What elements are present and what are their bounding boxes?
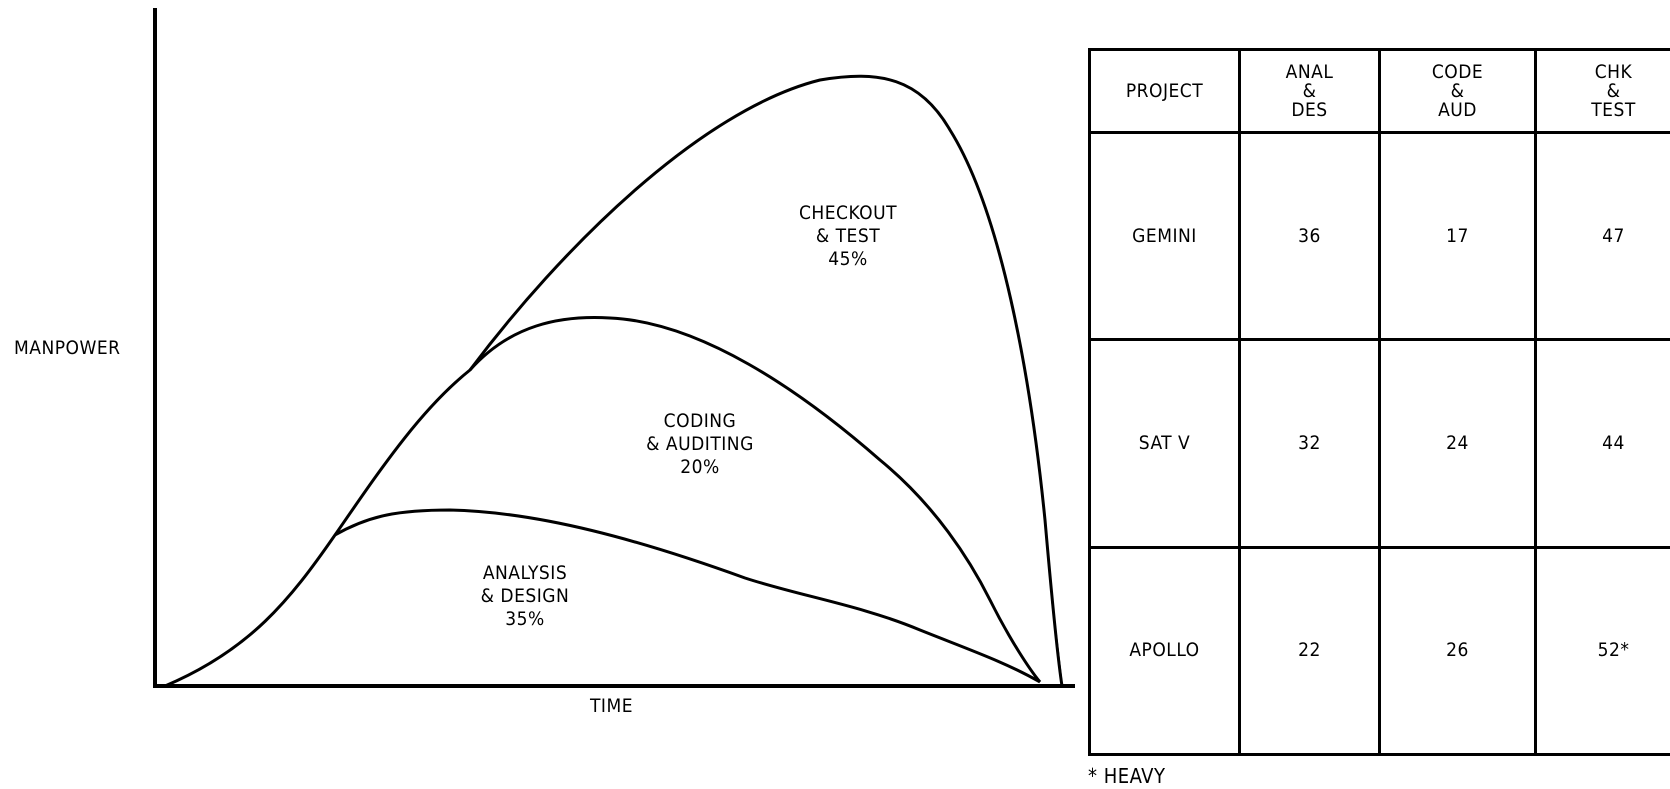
header-line: CHK bbox=[1594, 60, 1633, 83]
phase-label-line: 35% bbox=[505, 608, 545, 630]
header-line: CODE bbox=[1431, 60, 1484, 83]
header-line: AUD bbox=[1438, 98, 1477, 121]
table-row: APOLLO 22 26 52* bbox=[1088, 545, 1670, 757]
cell-code-aud: 24 bbox=[1378, 338, 1537, 549]
phase-label-line: & DESIGN bbox=[480, 585, 570, 607]
header-project: PROJECT bbox=[1088, 48, 1241, 134]
cell-project: APOLLO bbox=[1088, 545, 1241, 757]
phase-label-line: & AUDITING bbox=[646, 433, 754, 455]
phase-label-line: CHECKOUT bbox=[798, 202, 898, 224]
cell-chk-test: 52* bbox=[1534, 545, 1670, 757]
curve-tail bbox=[1051, 599, 1063, 687]
cell-project: GEMINI bbox=[1088, 130, 1241, 342]
header-line: PROJECT bbox=[1125, 79, 1204, 102]
curve-checkout-test bbox=[164, 74, 1064, 688]
cell-project: SAT V bbox=[1088, 338, 1241, 549]
header-anal-des: ANAL & DES bbox=[1238, 48, 1381, 134]
table-row: SAT V 32 24 44 bbox=[1088, 338, 1670, 549]
header-code-aud: CODE & AUD bbox=[1378, 48, 1537, 134]
phase-label-line: CODING bbox=[663, 410, 737, 432]
manpower-chart bbox=[153, 8, 1075, 688]
cell-chk-test: 47 bbox=[1534, 130, 1670, 342]
header-line: & bbox=[1450, 79, 1465, 102]
phase-label-line: ANALYSIS bbox=[482, 562, 568, 584]
curve-coding-auditing bbox=[468, 316, 1042, 683]
header-line: TEST bbox=[1591, 98, 1636, 121]
phase-label-checkout-test: CHECKOUT & TEST 45% bbox=[778, 202, 918, 271]
phase-label-analysis-design: ANALYSIS & DESIGN 35% bbox=[455, 562, 595, 631]
header-line: & bbox=[1606, 79, 1621, 102]
phase-label-line: & TEST bbox=[815, 225, 881, 247]
footnote: * HEAVY bbox=[1088, 764, 1166, 788]
x-axis-label: TIME bbox=[590, 695, 634, 717]
header-line: ANAL bbox=[1285, 60, 1334, 83]
cell-anal-des: 22 bbox=[1238, 545, 1381, 757]
header-line: & bbox=[1302, 79, 1317, 102]
phase-percentage-table: PROJECT ANAL & DES CODE & AUD CHK & TEST… bbox=[1088, 48, 1670, 757]
cell-anal-des: 36 bbox=[1238, 130, 1381, 342]
header-line: DES bbox=[1291, 98, 1328, 121]
cell-anal-des: 32 bbox=[1238, 338, 1381, 549]
cell-chk-test: 44 bbox=[1534, 338, 1670, 549]
phase-label-line: 45% bbox=[828, 248, 868, 270]
cell-code-aud: 17 bbox=[1378, 130, 1537, 342]
table-row: GEMINI 36 17 47 bbox=[1088, 130, 1670, 342]
curve-analysis-design bbox=[334, 508, 1041, 684]
header-chk-test: CHK & TEST bbox=[1534, 48, 1670, 134]
phase-label-line: 20% bbox=[680, 456, 720, 478]
phase-label-coding-auditing: CODING & AUDITING 20% bbox=[630, 410, 770, 479]
table-header-row: PROJECT ANAL & DES CODE & AUD CHK & TEST bbox=[1088, 48, 1670, 134]
cell-code-aud: 26 bbox=[1378, 545, 1537, 757]
y-axis-label: MANPOWER bbox=[14, 337, 121, 359]
